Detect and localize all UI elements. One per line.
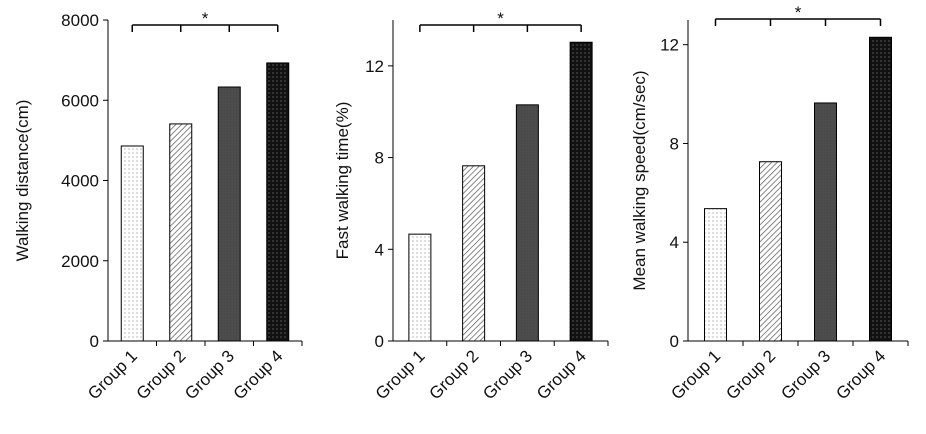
x-tick-label: Group 1 <box>84 346 141 403</box>
y-tick-label: 8 <box>375 149 384 168</box>
y-tick-label: 0 <box>90 332 99 351</box>
y-tick-label: 4 <box>375 240 384 259</box>
x-tick-label: Group 3 <box>479 346 536 403</box>
bar <box>704 208 727 342</box>
y-tick-label: 0 <box>670 332 679 351</box>
x-tick-label: Group 4 <box>533 346 590 403</box>
significance-mark: * <box>795 3 802 22</box>
y-tick-label: 12 <box>660 36 679 55</box>
x-tick-label: Group 3 <box>181 346 238 403</box>
y-tick-label: 6000 <box>61 91 99 110</box>
significance-mark: * <box>202 9 209 28</box>
y-tick-label: 4000 <box>61 172 99 191</box>
bar <box>169 123 193 342</box>
bar <box>814 102 837 342</box>
significance-mark: * <box>497 9 504 28</box>
bar <box>869 36 892 342</box>
bar <box>569 41 593 342</box>
bar <box>120 145 144 342</box>
x-tick-label: Group 4 <box>230 346 287 403</box>
bar <box>515 104 539 342</box>
y-tick-label: 12 <box>365 57 384 76</box>
y-axis-label: Walking distance(cm) <box>13 100 32 262</box>
y-axis-label: Mean walking speed(cm/sec) <box>630 70 649 290</box>
x-tick-label: Group 4 <box>832 346 889 403</box>
x-tick-label: Group 2 <box>426 346 483 403</box>
x-tick-label: Group 1 <box>372 346 429 403</box>
x-tick-label: Group 2 <box>133 346 190 403</box>
bar <box>759 161 782 342</box>
y-tick-label: 2000 <box>61 252 99 271</box>
y-tick-label: 8000 <box>61 11 99 30</box>
y-tick-label: 0 <box>375 332 384 351</box>
x-tick-label: Group 3 <box>777 346 834 403</box>
bar <box>217 86 241 342</box>
bar <box>266 62 290 342</box>
x-tick-label: Group 1 <box>667 346 724 403</box>
x-tick-label: Group 2 <box>722 346 779 403</box>
bar <box>462 165 486 342</box>
y-axis-label: Fast walking time(%) <box>333 102 352 260</box>
y-tick-label: 8 <box>670 134 679 153</box>
bar <box>408 233 432 342</box>
y-tick-label: 4 <box>670 233 679 252</box>
